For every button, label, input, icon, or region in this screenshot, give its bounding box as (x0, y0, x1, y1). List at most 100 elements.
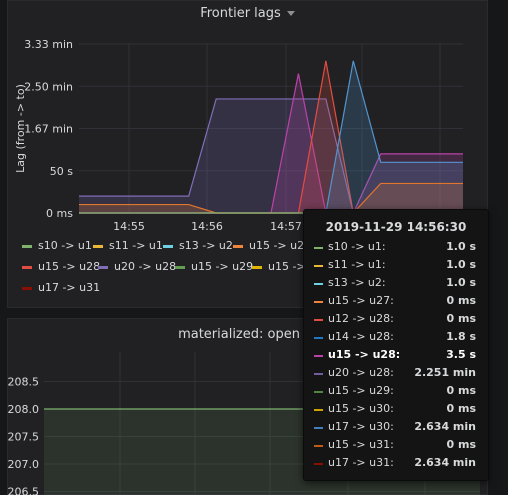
legend-item[interactable]: u17 -> u31 (22, 281, 100, 294)
y-tick-label: 3.33 min (24, 38, 73, 51)
y-tick-label: 2.50 min (24, 80, 73, 93)
panel-title-frontier-lags[interactable]: Frontier lags (8, 6, 487, 21)
tooltip-row: u15 -> u30: 0 ms (314, 402, 478, 420)
series-area (79, 183, 463, 213)
legend-label: s10 -> u1 (38, 239, 92, 252)
tooltip-series-name: u12 -> u28: (328, 312, 394, 325)
x-tick-label: 14:55 (113, 220, 145, 233)
tooltip-series-value: 0 ms (446, 312, 477, 325)
legend-label: u17 -> u31 (38, 281, 101, 294)
tooltip-series-name: s11 -> u1: (328, 258, 386, 271)
tooltip-row: u12 -> u28: 0 ms (314, 312, 478, 330)
tooltip-series-name: s13 -> u2: (328, 276, 386, 289)
legend-item[interactable]: u15 -> u29 (175, 260, 253, 273)
series-area (79, 98, 463, 213)
tooltip-row: u15 -> u27: 0 ms (314, 294, 478, 312)
tooltip-swatch (314, 409, 323, 411)
legend-label: u20 -> u28 (114, 260, 177, 273)
tooltip-swatch (314, 337, 323, 339)
tooltip-series-name: u15 -> u31: (328, 438, 394, 451)
tooltip-series-value: 2.634 min (414, 456, 476, 469)
legend-swatch (252, 265, 262, 269)
legend-swatch (22, 244, 32, 248)
tooltip-swatch (314, 283, 323, 285)
tooltip-series-name: u17 -> u30: (328, 420, 394, 433)
tooltip-row: u15 -> u31: 0 ms (314, 438, 478, 456)
legend-label: s11 -> u1 (109, 239, 163, 252)
tooltip-series-value: 1.0 s (446, 276, 476, 289)
tooltip-row: u15 -> u28: 3.5 s (314, 348, 478, 366)
tooltip-series-value: 0 ms (446, 438, 477, 451)
tooltip-series-name: u15 -> u28: (328, 348, 401, 361)
chevron-down-icon[interactable] (286, 11, 295, 16)
x-tick-label: 14:56 (191, 220, 223, 233)
tooltip-row: u20 -> u28: 2.251 min (314, 366, 478, 384)
tooltip-series-value: 0 ms (446, 402, 477, 415)
tooltip-swatch (314, 427, 323, 429)
legend-item[interactable]: u20 -> u28 (98, 260, 176, 273)
series-area (79, 60, 463, 214)
tooltip-series-value: 3.5 s (446, 348, 476, 361)
tooltip-row: u17 -> u31: 2.634 min (314, 456, 478, 474)
tooltip-row: u15 -> u29: 0 ms (314, 384, 478, 402)
tooltip-series-name: u15 -> u27: (328, 294, 394, 307)
tooltip-series-name: u15 -> u30: (328, 402, 394, 415)
legend-item[interactable]: s13 -> u2 (163, 239, 233, 252)
legend-swatch (163, 244, 173, 248)
legend-swatch (22, 265, 32, 269)
tooltip-swatch (314, 247, 323, 249)
panel-title-text: Frontier lags (200, 6, 281, 21)
legend-item[interactable]: u15 -> u28 (22, 260, 100, 273)
legend-label: u15 -> u27 (249, 239, 312, 252)
legend-label: u15 -> u29 (191, 260, 254, 273)
tooltip-series-name: s10 -> u1: (328, 240, 386, 253)
tooltip-swatch (314, 265, 323, 267)
y-tick-label: 50 s (50, 165, 73, 178)
graph-tooltip: 2019-11-29 14:56:30 s10 -> u1: 1.0 s s11 -… (303, 209, 489, 481)
tooltip-swatch (314, 373, 323, 375)
tooltip-series-value: 2.251 min (414, 366, 476, 379)
y-tick-label: 207.5 (8, 431, 40, 444)
legend-item[interactable]: s10 -> u1 (22, 239, 92, 252)
y-tick-label: 1.67 min (24, 123, 73, 136)
tooltip-swatch (314, 445, 323, 447)
y-tick-label: 0 ms (46, 207, 73, 220)
legend-swatch (93, 244, 103, 248)
legend-swatch (175, 265, 185, 269)
tooltip-series-value: 0 ms (446, 294, 477, 307)
legend-item[interactable]: s11 -> u1 (93, 239, 163, 252)
tooltip-series-value: 1.0 s (446, 240, 476, 253)
tooltip-series-value: 2.634 min (414, 420, 476, 433)
tooltip-series-name: u20 -> u28: (328, 366, 394, 379)
legend-label: s13 -> u2 (179, 239, 233, 252)
y-tick-label: 208.0 (8, 403, 40, 416)
legend-label: u15 -> u28 (38, 260, 101, 273)
tooltip-series-value: 1.8 s (446, 330, 476, 343)
legend-item[interactable]: u15 -> u27 (233, 239, 311, 252)
tooltip-time: 2019-11-29 14:56:30 (325, 220, 467, 234)
tooltip-row: s11 -> u1: 1.0 s (314, 258, 478, 276)
frontier-lags-legend: s10 -> u1 s11 -> u1 s13 -> u2 u15 -> u27 u15… (22, 239, 330, 294)
y-tick-label: 206.5 (8, 486, 40, 495)
tooltip-swatch (314, 391, 323, 393)
y-tick-label: 208.5 (8, 376, 40, 389)
tooltip-series-name: u15 -> u29: (328, 384, 394, 397)
x-tick-label: 14:57 (270, 220, 302, 233)
panel-title-text-2: materialized: open fd (178, 327, 317, 342)
legend-swatch (233, 244, 243, 248)
series-area (79, 73, 463, 213)
tooltip-row: s13 -> u2: 1.0 s (314, 276, 478, 294)
legend-swatch (98, 265, 108, 269)
tooltip-row: u17 -> u30: 2.634 min (314, 420, 478, 438)
y-axis-label: Lag (from -> to) (14, 84, 27, 173)
y-tick-label: 207.0 (8, 458, 40, 471)
tooltip-row: s10 -> u1: 1.0 s (314, 240, 478, 258)
tooltip-series-value: 0 ms (446, 384, 477, 397)
tooltip-series-name: u14 -> u28: (328, 330, 394, 343)
legend-swatch (22, 286, 32, 290)
tooltip-swatch (314, 301, 323, 303)
tooltip-row: u14 -> u28: 1.8 s (314, 330, 478, 348)
tooltip-swatch (314, 319, 323, 321)
tooltip-swatch (314, 463, 323, 465)
panel-title-open-fd[interactable]: materialized: open fd (8, 327, 487, 342)
